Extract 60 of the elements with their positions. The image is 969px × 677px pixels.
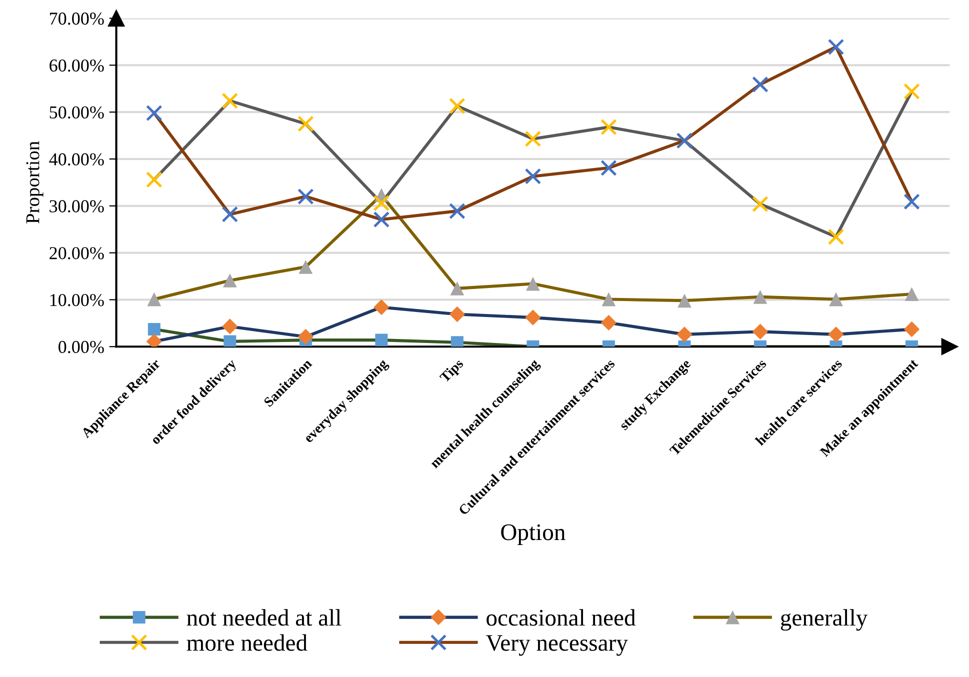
- y-axis-title: Proportion: [26, 141, 44, 224]
- point: [752, 196, 768, 212]
- point: [374, 299, 390, 316]
- point: [828, 228, 844, 246]
- point: [828, 326, 844, 342]
- x-axis-title: Option: [501, 524, 566, 545]
- point: [526, 276, 540, 291]
- legend-label: more needed: [186, 634, 308, 651]
- y-tick-label: 40.00%: [49, 153, 104, 166]
- point: [450, 336, 464, 347]
- y-tick-label: 50.00%: [50, 106, 104, 119]
- y-tick-label: 10.00%: [50, 294, 104, 306]
- point: [298, 328, 314, 345]
- point: [298, 260, 313, 274]
- y-tick-label: 20.00%: [50, 247, 104, 260]
- point: [602, 292, 616, 306]
- point: [373, 194, 390, 212]
- point: [448, 98, 466, 114]
- point: [600, 160, 617, 176]
- point: [829, 292, 843, 306]
- point: [752, 324, 768, 340]
- point: [222, 206, 238, 223]
- legend-label: occasional need: [486, 609, 636, 626]
- point: [753, 290, 768, 304]
- point: [524, 168, 542, 185]
- point: [222, 92, 238, 110]
- point: [222, 318, 238, 334]
- point: [224, 335, 236, 347]
- legend-label: Very necessary: [486, 635, 628, 656]
- point: [676, 326, 692, 342]
- x-tick-label: Tips: [438, 358, 466, 385]
- point: [297, 188, 314, 205]
- y-tick-label: 70.00%: [50, 12, 104, 25]
- point: [600, 314, 617, 331]
- point: [448, 202, 466, 220]
- point: [904, 193, 920, 210]
- point: [373, 211, 390, 228]
- point: [146, 104, 162, 122]
- point: [148, 323, 160, 336]
- legend-label: not needed at all: [186, 609, 342, 626]
- point: [828, 38, 844, 56]
- point: [904, 287, 919, 302]
- y-tick-label: 60.00%: [50, 59, 104, 72]
- point: [297, 116, 314, 132]
- point: [524, 130, 542, 148]
- point: [146, 171, 162, 188]
- point: [904, 83, 920, 100]
- point: [904, 321, 920, 338]
- point: [678, 294, 692, 308]
- legend-label: generally: [780, 609, 868, 631]
- point: [449, 306, 466, 322]
- point: [375, 334, 388, 346]
- point: [222, 274, 237, 288]
- point: [600, 118, 617, 136]
- point: [752, 76, 768, 93]
- y-tick-label: 0.00%: [58, 340, 104, 354]
- point: [147, 292, 162, 306]
- y-tick-label: 30.00%: [50, 200, 104, 212]
- point: [450, 282, 464, 296]
- point: [525, 310, 541, 326]
